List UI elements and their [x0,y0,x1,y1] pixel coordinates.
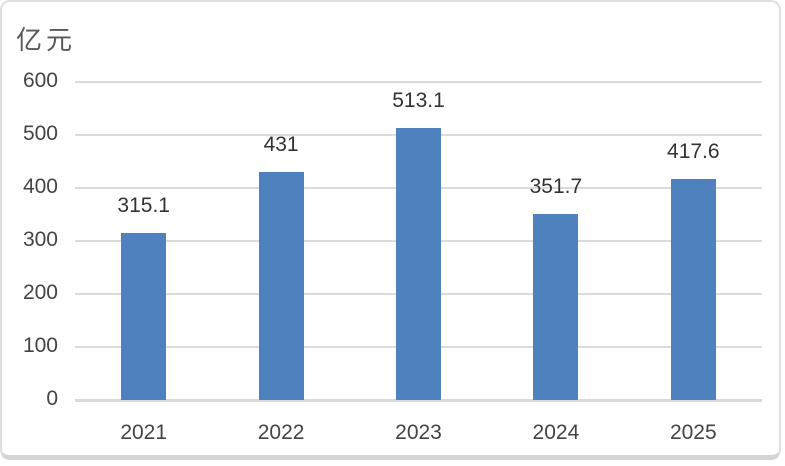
bar-value-label: 417.6 [667,139,720,163]
bar-2024 [533,213,579,400]
y-axis-tick-label: 300 [22,228,58,252]
bar-value-label: 315.1 [117,193,170,217]
gridline [75,81,762,83]
bar-2021 [121,232,167,400]
x-axis-line [75,399,762,402]
x-axis-tick-label: 2025 [669,421,717,444]
bar-value-label: 431 [263,132,299,156]
bar-2022 [258,171,304,400]
x-axis-tick-label: 2023 [395,421,442,444]
y-axis-tick-label: 100 [22,334,58,358]
y-axis-tick-label: 0 [46,387,58,411]
x-axis-tick-label: 2022 [257,421,305,444]
x-axis-tick-label: 2024 [532,421,580,444]
y-axis-tick-label: 400 [22,175,58,199]
y-axis-tick-label: 200 [22,281,58,305]
bar-value-label: 513.1 [392,89,445,113]
bar-value-label: 351.7 [529,174,583,198]
y-axis-unit-label: 亿元 [16,25,77,55]
bar-2023 [396,128,441,400]
y-axis-tick-label: 500 [22,122,58,146]
x-axis-tick-label: 2021 [120,421,168,444]
bar-2025 [670,178,716,400]
y-axis-tick-label: 600 [22,69,58,93]
plot-area: 0 100 200 300 400 500 600 315.1 2021 431 2022 513.1… [2,2,779,455]
